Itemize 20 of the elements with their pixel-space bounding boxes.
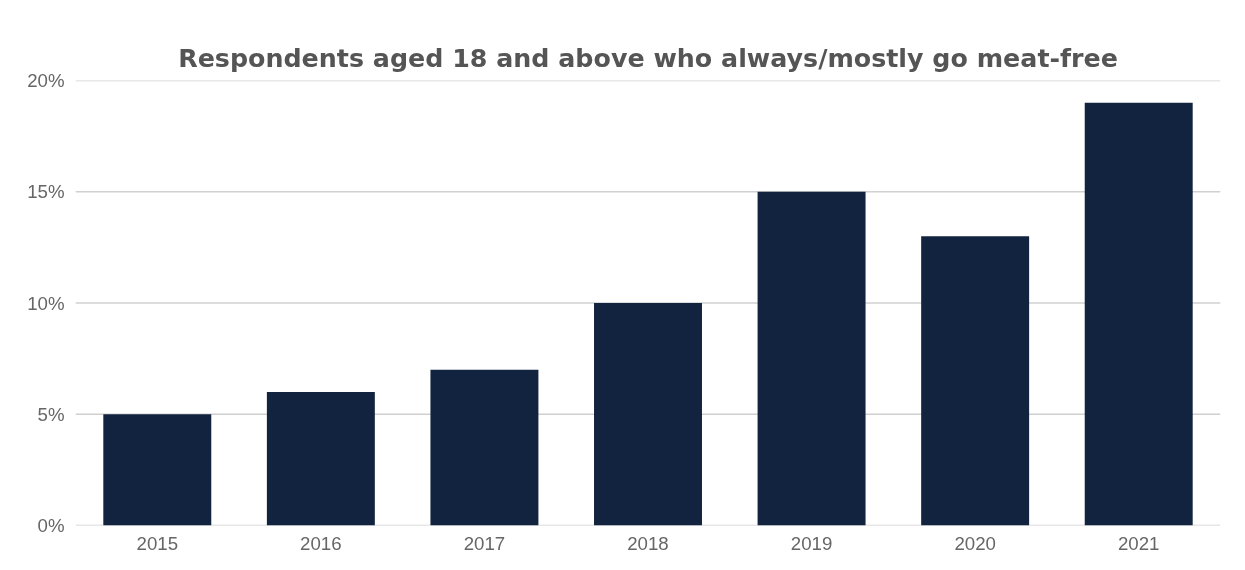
y-tick-label: 20% — [27, 70, 65, 91]
y-tick-label: 5% — [37, 403, 65, 425]
y-tick-label: 15% — [27, 181, 65, 203]
bar — [757, 191, 866, 526]
x-tick-label: 2019 — [790, 532, 833, 554]
chart-title: Respondents aged 18 and above who always/mostly go meat-free — [178, 43, 1118, 73]
bar — [430, 369, 539, 526]
bar — [1084, 102, 1193, 526]
x-tick-label: 2016 — [300, 532, 342, 554]
x-tick-label: 2017 — [463, 532, 506, 554]
y-tick-label: 10% — [27, 292, 65, 314]
x-tick-label: 2020 — [954, 532, 996, 554]
bar — [103, 414, 212, 526]
x-tick-label: 2021 — [1117, 532, 1160, 554]
y-tick-label: 0% — [37, 515, 65, 536]
x-tick-label: 2015 — [136, 532, 179, 554]
bar — [921, 236, 1030, 526]
bar — [266, 392, 375, 526]
bar — [594, 303, 702, 526]
x-tick-label: 2018 — [627, 532, 669, 554]
